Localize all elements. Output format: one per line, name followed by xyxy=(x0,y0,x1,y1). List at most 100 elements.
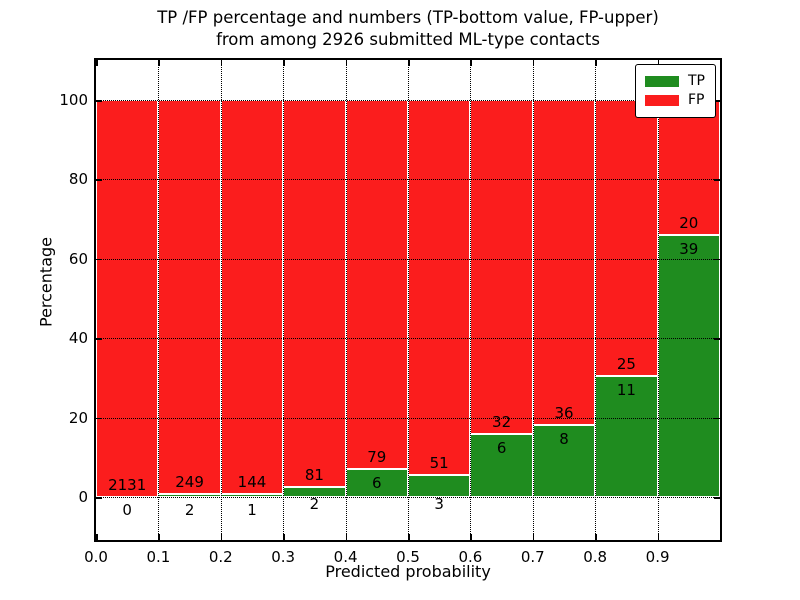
vertical-gridline xyxy=(283,60,285,540)
x-tick-mark xyxy=(283,534,285,540)
fp-count-label: 144 xyxy=(237,473,267,492)
fp-count-label: 79 xyxy=(367,447,387,466)
x-tick-mark xyxy=(283,60,285,66)
x-tick-label: 0.4 xyxy=(333,548,358,566)
x-tick-mark xyxy=(532,60,535,66)
x-tick-mark xyxy=(657,534,660,540)
y-tick-label: 60 xyxy=(68,249,88,268)
x-axis-label: Predicted probability xyxy=(325,562,491,581)
bar-segment-tp xyxy=(532,424,596,497)
tp-legend-swatch-icon xyxy=(645,76,679,87)
bar-segment-tp xyxy=(345,468,408,497)
fp-count-label: 249 xyxy=(175,472,204,491)
bar-segment-fp xyxy=(532,100,596,425)
x-tick-mark xyxy=(595,60,597,66)
bar-segment-tp xyxy=(408,474,471,497)
fp-legend-label: FP xyxy=(688,92,705,108)
vertical-gridline xyxy=(532,60,534,540)
fp-count-label: 2131 xyxy=(108,476,147,494)
y-tick-mark xyxy=(96,100,102,102)
vertical-gridline xyxy=(470,60,472,540)
x-tick-mark xyxy=(220,534,223,540)
bar-segment-tp xyxy=(595,375,658,497)
bar-segment-fp xyxy=(345,100,408,469)
x-tick-label: 0.7 xyxy=(520,548,545,566)
y-tick-label: 100 xyxy=(59,91,88,109)
x-tick-mark xyxy=(657,60,660,66)
y-tick-mark xyxy=(714,417,720,420)
y-tick-label: 80 xyxy=(68,170,88,189)
tp-count-label: 6 xyxy=(372,473,382,492)
chart-title-line2: from among 2926 submitted ML-type contac… xyxy=(216,30,600,49)
fp-count-label: 32 xyxy=(492,413,512,432)
x-tick-mark xyxy=(408,60,410,66)
plot-area: TP FP 2131 0 249 2 144 1 81 2 79 6 51 3 32 6 36 8 25 11 20… xyxy=(94,58,722,542)
y-tick-mark xyxy=(96,179,102,181)
x-tick-label: 0.8 xyxy=(583,548,608,566)
bar-segment-fp xyxy=(408,100,471,475)
bar-segment-fp xyxy=(220,100,284,495)
tp-count-label: 0 xyxy=(122,501,132,519)
y-tick-mark xyxy=(714,338,720,340)
bar-segment-fp xyxy=(283,100,346,488)
x-tick-mark xyxy=(96,534,98,540)
x-tick-mark xyxy=(595,534,597,540)
x-tick-mark xyxy=(408,534,410,540)
vertical-gridline xyxy=(345,60,347,540)
bar-segment-fp xyxy=(158,100,221,494)
y-tick-mark xyxy=(96,258,102,261)
tp-count-label: 11 xyxy=(616,380,636,399)
x-tick-mark xyxy=(345,60,348,66)
vertical-gridline xyxy=(158,60,160,540)
fp-count-label: 25 xyxy=(616,354,636,373)
y-tick-mark xyxy=(96,497,102,499)
fp-count-label: 36 xyxy=(554,403,574,422)
fp-count-label: 51 xyxy=(429,453,449,472)
bar-segment-fp xyxy=(595,100,658,376)
x-tick-label: 0.1 xyxy=(146,548,171,566)
y-tick-mark xyxy=(96,338,102,340)
x-tick-mark xyxy=(158,60,160,66)
tp-count-label: 8 xyxy=(559,429,569,448)
chart-title: TP /FP percentage and numbers (TP-bottom… xyxy=(96,7,720,51)
y-tick-label: 0 xyxy=(78,488,88,506)
bar-segment-fp xyxy=(657,100,720,235)
x-tick-label: 0.5 xyxy=(396,548,420,566)
tp-count-label: 1 xyxy=(247,501,257,519)
x-tick-label: 0.0 xyxy=(84,548,108,566)
bar-segment-fp xyxy=(96,100,159,497)
y-tick-mark xyxy=(714,497,720,499)
y-tick-label: 40 xyxy=(68,329,88,348)
tp-legend-label: TP xyxy=(688,73,705,89)
y-tick-label: 20 xyxy=(68,408,88,427)
vertical-gridline xyxy=(657,60,659,540)
vertical-gridline xyxy=(408,60,409,540)
y-tick-mark xyxy=(714,179,720,181)
bar-segment-fp xyxy=(470,100,533,435)
x-tick-mark xyxy=(470,534,472,540)
x-tick-mark xyxy=(532,534,535,540)
y-tick-mark xyxy=(96,417,102,420)
x-tick-label: 0.3 xyxy=(271,548,296,566)
vertical-gridline xyxy=(220,60,222,540)
fp-legend-swatch-icon xyxy=(645,95,679,106)
y-tick-mark xyxy=(714,258,720,261)
vertical-gridline xyxy=(595,60,597,540)
x-tick-label: 0.6 xyxy=(458,548,483,566)
tp-count-label: 6 xyxy=(496,439,507,458)
chart-title-line1: TP /FP percentage and numbers (TP-bottom… xyxy=(157,8,659,27)
legend-entry-fp: FP xyxy=(645,92,705,109)
fp-count-label: 20 xyxy=(679,213,699,232)
tp-count-label: 2 xyxy=(184,501,195,519)
fp-count-label: 81 xyxy=(304,466,324,485)
x-tick-label: 0.2 xyxy=(208,548,233,566)
x-tick-mark xyxy=(158,534,160,540)
x-tick-mark xyxy=(345,534,348,540)
x-tick-mark xyxy=(96,60,98,66)
legend: TP FP xyxy=(635,64,716,118)
legend-entry-tp: TP xyxy=(645,73,705,90)
bar-segment-tp xyxy=(657,234,720,497)
tp-count-label: 39 xyxy=(679,239,699,258)
tp-count-label: 3 xyxy=(434,495,444,513)
